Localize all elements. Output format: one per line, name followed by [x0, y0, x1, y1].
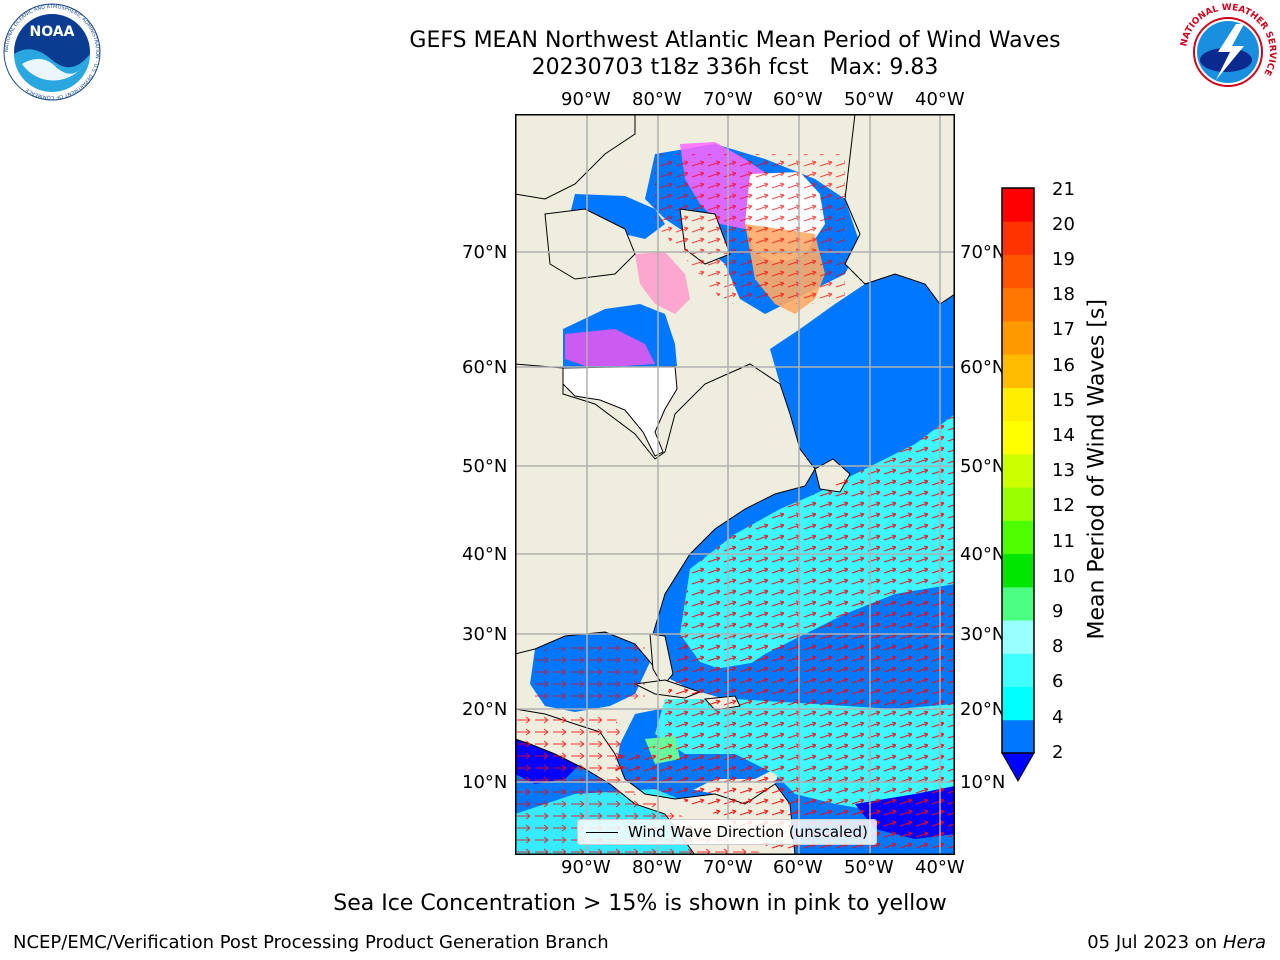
lat-label-30n-left: 30°N — [462, 624, 508, 645]
land-baffin-island — [544, 208, 636, 280]
colorbar-tick-16: 16 — [1052, 355, 1075, 376]
colorbar-tick-20: 20 — [1052, 214, 1075, 235]
colorbar-tick-11: 11 — [1052, 531, 1075, 552]
chart-title: GEFS MEAN Northwest Atlantic Mean Period… — [409, 28, 1061, 53]
lat-label-20n-left: 20°N — [462, 699, 508, 720]
lat-label-40n-right: 40°N — [960, 544, 1006, 565]
lat-label-40n-left: 40°N — [462, 544, 508, 565]
colorbar-tick-6: 6 — [1052, 671, 1064, 692]
colorbar-segments — [1002, 188, 1034, 754]
colorbar-segment — [1002, 420, 1034, 455]
colorbar-segment — [1002, 354, 1034, 388]
sea-ice-caption: Sea Ice Concentration > 15% is shown in … — [333, 891, 947, 916]
colorbar — [1001, 187, 1035, 783]
colorbar-tick-4: 4 — [1052, 707, 1064, 728]
lon-label-70w-top: 70°W — [703, 89, 753, 110]
lat-label-20n-right: 20°N — [960, 699, 1006, 720]
footer-right: 05 Jul 2023 on Hera — [1087, 932, 1266, 953]
colorbar-tick-18: 18 — [1052, 284, 1075, 305]
lon-label-40w-bottom: 40°W — [915, 857, 965, 878]
lat-label-30n-right: 30°N — [960, 624, 1006, 645]
colorbar-segment — [1002, 520, 1034, 555]
land-florida — [649, 633, 674, 687]
noaa-logo-icon: NOAA NATIONAL OCEANIC AND ATMOSPHERIC AD… — [3, 3, 101, 101]
legend-label: Wind Wave Direction (unscaled) — [628, 823, 868, 841]
lon-label-40w-top: 40°W — [915, 89, 965, 110]
colorbar-frame — [1001, 187, 1035, 754]
map-legend: Wind Wave Direction (unscaled) — [577, 819, 877, 845]
lat-label-60n-left: 60°N — [462, 357, 508, 378]
lat-label-70n-right: 70°N — [960, 242, 1006, 263]
colorbar-segment — [1002, 686, 1034, 721]
colorbar-segment — [1002, 487, 1034, 521]
lon-label-60w-bottom: 60°W — [773, 857, 823, 878]
map-frame — [515, 114, 955, 855]
lat-label-60n-right: 60°N — [960, 357, 1006, 378]
colorbar-tick-9: 9 — [1052, 601, 1064, 622]
colorbar-extend-arrow — [1001, 752, 1035, 783]
colorbar-tick-14: 14 — [1052, 425, 1075, 446]
ocean-arctic-channel — [570, 194, 665, 239]
lon-label-80w-bottom: 80°W — [632, 857, 682, 878]
lon-label-90w-top: 90°W — [561, 89, 611, 110]
sea-ice-foxe — [635, 252, 690, 314]
colorbar-tick-17: 17 — [1052, 319, 1075, 340]
colorbar-segment — [1002, 719, 1034, 754]
lon-label-60w-top: 60°W — [773, 89, 823, 110]
colorbar-segment — [1002, 453, 1034, 488]
wind-wave-arrows-baffin — [655, 154, 845, 304]
footer-left: NCEP/EMC/Verification Post Processing Pr… — [13, 932, 609, 953]
colorbar-segment — [1002, 653, 1034, 688]
lon-label-50w-bottom: 50°W — [844, 857, 894, 878]
colorbar-tick-12: 12 — [1052, 495, 1075, 516]
colorbar-tick-10: 10 — [1052, 566, 1075, 587]
colorbar-segment — [1002, 586, 1034, 621]
colorbar-segment — [1002, 387, 1034, 422]
chart-subtitle: 20230703 t18z 336h fcst Max: 9.83 — [531, 55, 939, 80]
lat-label-10n-left: 10°N — [462, 772, 508, 793]
colorbar-tick-21: 21 — [1052, 179, 1075, 200]
colorbar-tick-2: 2 — [1052, 742, 1064, 763]
land-greenland — [844, 114, 955, 305]
legend-line-icon — [586, 831, 618, 833]
footer-host: Hera — [1222, 932, 1266, 953]
footer-date: 05 Jul 2023 on — [1087, 932, 1223, 953]
lat-label-10n-right: 10°N — [960, 772, 1006, 793]
lon-label-70w-bottom: 70°W — [703, 857, 753, 878]
colorbar-segment — [1002, 254, 1034, 289]
colorbar-segment — [1002, 188, 1034, 222]
colorbar-segment — [1002, 553, 1034, 588]
map-panel — [515, 114, 955, 855]
lon-label-90w-bottom: 90°W — [561, 857, 611, 878]
nws-logo-icon: NATIONAL WEATHER SERVICE — [1179, 3, 1277, 100]
noaa-logo-text: NOAA — [30, 24, 75, 40]
colorbar-tick-13: 13 — [1052, 460, 1075, 481]
colorbar-tick-8: 8 — [1052, 636, 1064, 657]
land-arctic-islands — [515, 114, 636, 200]
lon-label-50w-top: 50°W — [844, 89, 894, 110]
colorbar-segment — [1002, 320, 1034, 355]
land-north-america — [515, 363, 816, 676]
wind-wave-arrows-gulf — [535, 644, 645, 704]
lat-label-50n-left: 50°N — [462, 456, 508, 477]
colorbar-label: Mean Period of Wind Waves [s] — [1084, 299, 1110, 640]
colorbar-segment — [1002, 221, 1034, 255]
colorbar-tick-19: 19 — [1052, 249, 1075, 270]
colorbar-tick-15: 15 — [1052, 390, 1075, 411]
lat-label-70n-left: 70°N — [462, 242, 508, 263]
hudson-bay — [562, 365, 678, 457]
colorbar-segment — [1002, 287, 1034, 322]
map-gridlines — [515, 114, 955, 855]
lon-label-80w-top: 80°W — [632, 89, 682, 110]
lat-label-50n-right: 50°N — [960, 456, 1006, 477]
colorbar-segment — [1002, 620, 1034, 654]
